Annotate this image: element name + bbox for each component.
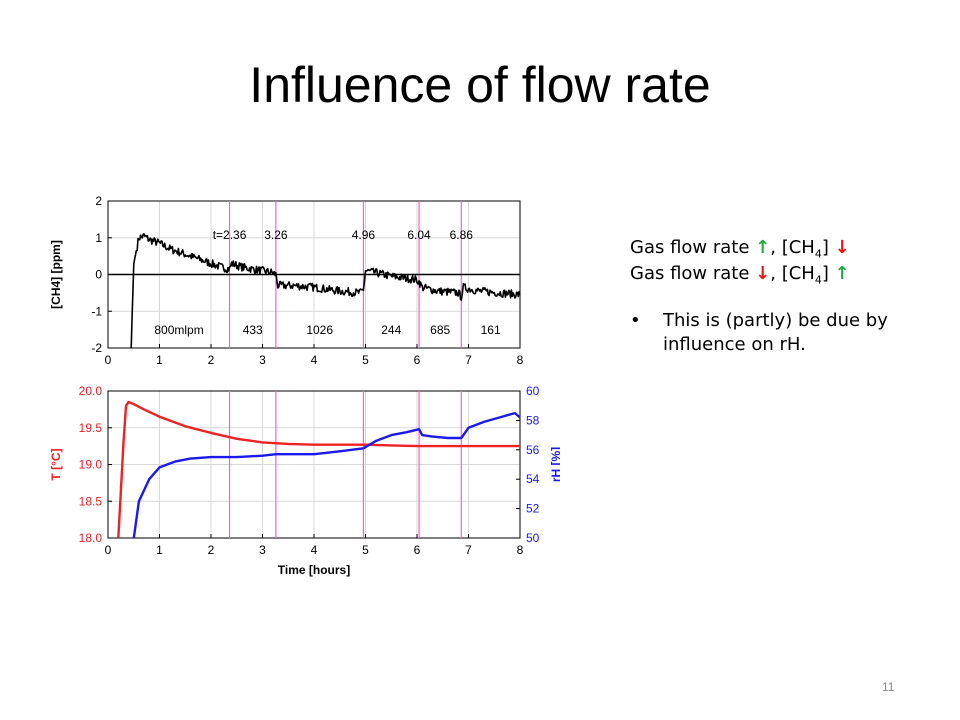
y-axis-label: [CH4] [ppm] bbox=[49, 240, 63, 309]
bullet-list: • This is (partly) be due by influence on… bbox=[630, 309, 950, 358]
y-tick-label: 18.0 bbox=[79, 531, 103, 545]
y-tick-label: 0 bbox=[95, 268, 102, 282]
bullet-item: • This is (partly) be due by influence on… bbox=[630, 309, 950, 358]
flow-rate-annotation: 800mlpm bbox=[154, 323, 203, 337]
time-annotation: t=2.36 bbox=[213, 228, 247, 242]
series-line bbox=[132, 411, 521, 539]
x-tick-label: 7 bbox=[465, 353, 472, 367]
note-1-subscript: 4 bbox=[814, 247, 822, 261]
flow-rate-annotation: 685 bbox=[430, 323, 450, 337]
y-tick-label: 20.0 bbox=[79, 384, 103, 398]
bullet-icon: • bbox=[630, 309, 641, 331]
y-right-tick-label: 50 bbox=[526, 531, 540, 545]
x-tick-label: 3 bbox=[259, 353, 266, 367]
x-tick-label: 6 bbox=[414, 543, 421, 557]
y-axis-label: T [°C] bbox=[49, 448, 63, 480]
time-annotation: 4.96 bbox=[352, 228, 376, 242]
series-line bbox=[117, 400, 520, 539]
bullet-text: This is (partly) be due by influence on … bbox=[663, 309, 888, 356]
x-tick-label: 1 bbox=[156, 543, 163, 557]
time-annotation: 6.86 bbox=[450, 228, 474, 242]
y-right-axis-label: rH [%] bbox=[549, 447, 560, 482]
note-1-mid: , [CH bbox=[770, 237, 815, 258]
flow-rate-annotation: 161 bbox=[481, 323, 501, 337]
page-number: 11 bbox=[882, 680, 895, 694]
note-1-prefix: Gas flow rate bbox=[630, 237, 756, 258]
time-annotation: 3.26 bbox=[264, 228, 288, 242]
y-tick-label: 18.5 bbox=[79, 494, 103, 508]
x-tick-label: 4 bbox=[311, 353, 318, 367]
x-axis-label: Time [hours] bbox=[278, 563, 350, 577]
x-tick-label: 2 bbox=[208, 353, 215, 367]
series-line bbox=[130, 233, 521, 349]
y-right-tick-label: 52 bbox=[526, 502, 540, 516]
y-tick-label: -2 bbox=[91, 341, 102, 355]
x-tick-label: 8 bbox=[517, 543, 524, 557]
y-tick-label: 19.0 bbox=[79, 458, 103, 472]
x-tick-label: 5 bbox=[362, 353, 369, 367]
flow-rate-annotation: 433 bbox=[243, 323, 263, 337]
note-2-mid: , [CH bbox=[770, 263, 815, 285]
note-line-2: Gas flow rate ↓, [CH4] ↑ bbox=[630, 262, 950, 288]
note-2-prefix: Gas flow rate bbox=[630, 263, 756, 285]
x-tick-label: 2 bbox=[208, 543, 215, 557]
y-tick-label: 2 bbox=[95, 194, 102, 208]
x-tick-label: 6 bbox=[414, 353, 421, 367]
y-right-tick-label: 58 bbox=[526, 413, 540, 427]
x-tick-label: 5 bbox=[362, 543, 369, 557]
x-tick-label: 4 bbox=[311, 543, 318, 557]
x-tick-label: 8 bbox=[517, 353, 524, 367]
x-tick-label: 7 bbox=[465, 543, 472, 557]
x-tick-label: 3 bbox=[259, 543, 266, 557]
time-annotation: 6.04 bbox=[407, 228, 431, 242]
notes-panel: Gas flow rate ↑, [CH4] ↓ Gas flow rate ↓… bbox=[630, 236, 950, 357]
y-right-tick-label: 60 bbox=[526, 384, 540, 398]
y-right-tick-label: 56 bbox=[526, 443, 540, 457]
note-2-subscript: 4 bbox=[814, 274, 822, 288]
y-tick-label: 1 bbox=[95, 231, 102, 245]
down-arrow-icon: ↓ bbox=[834, 237, 850, 258]
x-tick-label: 1 bbox=[156, 353, 163, 367]
note-2-suffix: ] bbox=[821, 263, 835, 285]
y-tick-label: 19.5 bbox=[79, 421, 103, 435]
y-right-tick-label: 54 bbox=[526, 472, 540, 486]
slide-title: Influence of flow rate bbox=[249, 57, 711, 113]
y-tick-label: -1 bbox=[91, 304, 102, 318]
note-1-suffix: ] bbox=[821, 237, 835, 258]
x-tick-label: 0 bbox=[105, 353, 112, 367]
up-arrow-icon: ↑ bbox=[755, 237, 771, 258]
temperature-humidity-plot: 0 1 2 3 4 5 6 7 820.019.519.018.518.060585654525… bbox=[49, 384, 560, 577]
ch4-plot: 0 1 2 3 4 5 6 7 8 2 1 0 -1 -2 [CH4] [ppm] t=2.36 3.26 4.9… bbox=[49, 194, 524, 367]
up-arrow-icon: ↑ bbox=[834, 263, 850, 285]
x-tick-label: 0 bbox=[105, 543, 112, 557]
flow-rate-annotation: 244 bbox=[381, 323, 401, 337]
note-line-1: Gas flow rate ↑, [CH4] ↓ bbox=[630, 236, 950, 262]
down-arrow-icon: ↓ bbox=[755, 263, 771, 285]
flow-rate-annotation: 1026 bbox=[306, 323, 333, 337]
